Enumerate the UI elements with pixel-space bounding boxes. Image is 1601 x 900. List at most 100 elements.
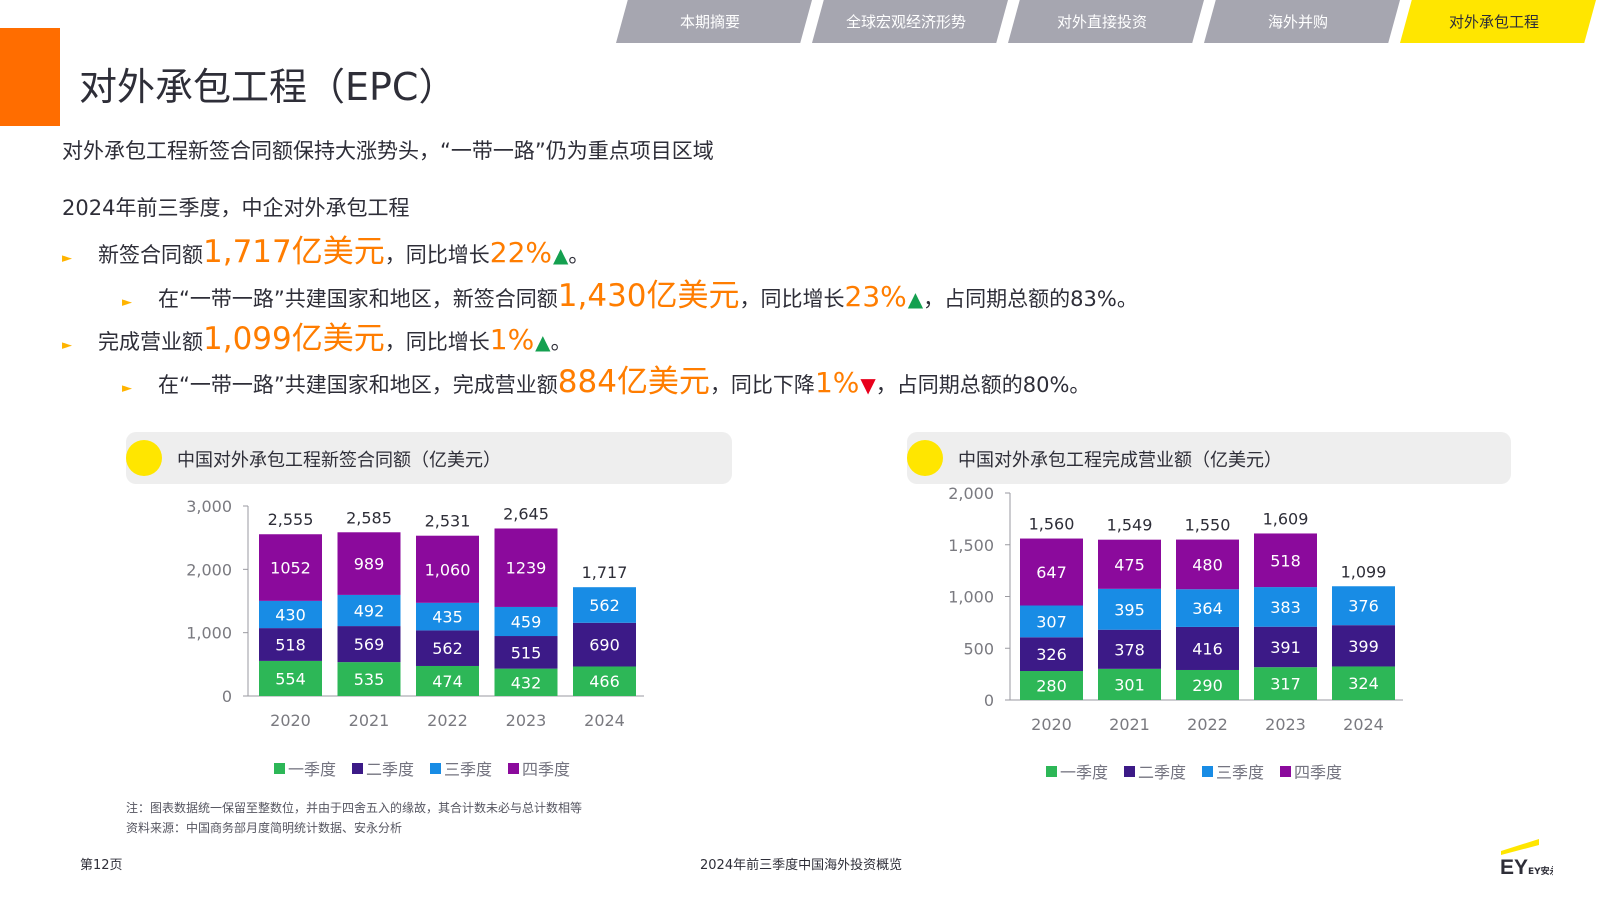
- report-title: 2024年前三季度中国海外投资概览: [700, 858, 903, 873]
- data-label: 569: [354, 635, 385, 654]
- tab-summary[interactable]: 本期摘要: [616, 0, 812, 43]
- chart-header-new-contracts: 中国对外承包工程新签合同额（亿美元）: [126, 432, 732, 484]
- bar-segment-q4: [337, 532, 401, 595]
- bullet-unit: 亿美元: [616, 364, 710, 400]
- bullet-bri-new-contracts: ► 在“一带一路”共建国家和地区，新签合同额 1,430 亿美元 ，同比增长 2…: [122, 270, 1138, 315]
- bar-segment-q3: [259, 600, 322, 629]
- bullet-text: 在“一带一路”共建国家和地区，新签合同额: [158, 287, 558, 311]
- bar-segment-q1: [1176, 669, 1239, 700]
- page-title: 对外承包工程（EPC）: [79, 65, 457, 109]
- legend-label: 三季度: [1216, 763, 1265, 782]
- data-label: 364: [1192, 599, 1223, 618]
- tab-odi[interactable]: 对外直接投资: [1008, 0, 1204, 43]
- page-number: 第12页: [80, 858, 123, 873]
- data-label: 326: [1036, 645, 1067, 664]
- bullet-text: 在“一带一路”共建国家和地区，完成营业额: [158, 373, 558, 397]
- yellow-dot-icon: [126, 440, 162, 476]
- data-label: 474: [432, 672, 463, 691]
- bullet-text: 新签合同额: [98, 243, 203, 267]
- bullet-bri-completed-revenue: ► 在“一带一路”共建国家和地区，完成营业额 884 亿美元 ，同比下降 1% …: [122, 356, 1090, 401]
- bullet-pct: 1%: [814, 366, 860, 399]
- data-label: 554: [275, 669, 306, 688]
- bullet-unit: 亿美元: [646, 278, 740, 314]
- bullet-text: ，同比增长: [384, 243, 490, 267]
- bullet-value: 1,430: [557, 278, 647, 314]
- section-tabs: 本期摘要 全球宏观经济形势 对外直接投资 海外并购 对外承包工程: [616, 0, 1601, 43]
- data-label: 535: [354, 670, 385, 689]
- bar-segment-q2: [259, 628, 322, 661]
- data-label: 518: [1270, 551, 1301, 570]
- bar-segment-q3: [416, 602, 479, 631]
- data-label: 1,060: [425, 560, 471, 579]
- bar-segment-q3: [1176, 589, 1239, 627]
- chart-title: 中国对外承包工程完成营业额（亿美元）: [958, 450, 1282, 471]
- bullet-text: ，同比下降: [709, 373, 815, 397]
- legend-label: 二季度: [366, 760, 415, 779]
- title-accent-bar: [0, 28, 60, 126]
- x-tick-label: 2022: [427, 711, 468, 730]
- data-label: 301: [1114, 675, 1145, 694]
- total-label: 1,099: [1341, 562, 1387, 581]
- x-tick-label: 2020: [1031, 715, 1072, 734]
- bar-segment-q1: [1332, 666, 1395, 700]
- bar-segment-q4: [1020, 538, 1083, 606]
- tab-label: 对外直接投资: [1056, 13, 1147, 31]
- legend-label: 一季度: [288, 760, 337, 779]
- bullet-value: 1,717: [203, 234, 292, 270]
- bullet-value: 1,099: [203, 321, 292, 357]
- tab-global-macro[interactable]: 全球宏观经济形势: [812, 0, 1008, 43]
- data-label: 480: [1192, 555, 1223, 574]
- data-label: 430: [275, 605, 306, 624]
- bar-segment-q2: [1332, 625, 1395, 667]
- x-tick-label: 2024: [1343, 715, 1384, 734]
- bar-segment-q1: [259, 660, 322, 696]
- data-label: 466: [589, 672, 620, 691]
- bar-segment-q3: [573, 587, 636, 623]
- data-label: 290: [1192, 676, 1223, 695]
- bar-segment-q3: [1020, 605, 1083, 638]
- y-tick-label: 1,500: [948, 536, 994, 555]
- new-contracts-stacked-bar-chart: 0 1,000 2,000 3,000 554 518 430 1052 2,555 2020 53…: [186, 497, 644, 730]
- bullet-completed-revenue: ► 完成营业额 1,099 亿美元 ，同比增长 1% ▲ 。: [62, 313, 572, 358]
- headline: 对外承包工程新签合同额保持大涨势头，“一带一路”仍为重点项目区域: [62, 139, 714, 163]
- data-label: 989: [354, 555, 385, 574]
- total-label: 2,531: [425, 512, 471, 531]
- legend-swatch: [274, 762, 285, 774]
- total-label: 2,645: [503, 504, 549, 523]
- ey-logo-text: EY安永: [1528, 865, 1553, 877]
- total-label: 1,560: [1029, 515, 1075, 534]
- bullet-new-contracts: ► 新签合同额 1,717 亿美元 ，同比增长 22% ▲ 。: [62, 226, 589, 271]
- data-label: 324: [1348, 674, 1379, 693]
- tab-overseas-ma[interactable]: 海外并购: [1204, 0, 1400, 43]
- chart-legend-completed-revenue: 一季度 二季度 三季度 四季度: [1046, 759, 1342, 783]
- up-arrow-icon: ▲: [535, 330, 551, 354]
- bar-segment-q4: [259, 534, 322, 601]
- bullet-marker-icon: ►: [62, 251, 72, 266]
- bar-segment-q2: [1098, 629, 1161, 669]
- bullet-text: 。: [550, 330, 572, 354]
- data-label: 562: [432, 639, 463, 658]
- y-tick-label: 0: [984, 691, 994, 710]
- total-label: 2,555: [268, 510, 314, 529]
- total-label: 1,609: [1263, 509, 1309, 528]
- legend-item-q1: 一季度: [1046, 759, 1108, 783]
- legend-label: 二季度: [1138, 763, 1187, 782]
- bullet-value: 884: [557, 364, 617, 400]
- legend-label: 一季度: [1060, 763, 1109, 782]
- bar-segment-q4: [1098, 539, 1161, 589]
- total-label: 1,550: [1185, 516, 1231, 535]
- data-label: 1239: [506, 559, 547, 578]
- tab-label: 全球宏观经济形势: [845, 13, 966, 31]
- tab-epc[interactable]: 对外承包工程: [1400, 0, 1596, 43]
- data-label: 435: [432, 608, 463, 627]
- legend-swatch: [508, 762, 520, 774]
- bar-segment-q3: [494, 606, 558, 637]
- data-label: 391: [1270, 638, 1301, 657]
- total-label: 1,717: [582, 563, 628, 582]
- y-tick-label: 2,000: [186, 560, 232, 579]
- bar-segment-q3: [1254, 587, 1317, 627]
- ey-logo-icon: EY EY安永: [1500, 839, 1553, 877]
- data-label: 459: [511, 612, 542, 631]
- x-tick-label: 2022: [1187, 715, 1228, 734]
- bar-segment-q4: [494, 528, 558, 607]
